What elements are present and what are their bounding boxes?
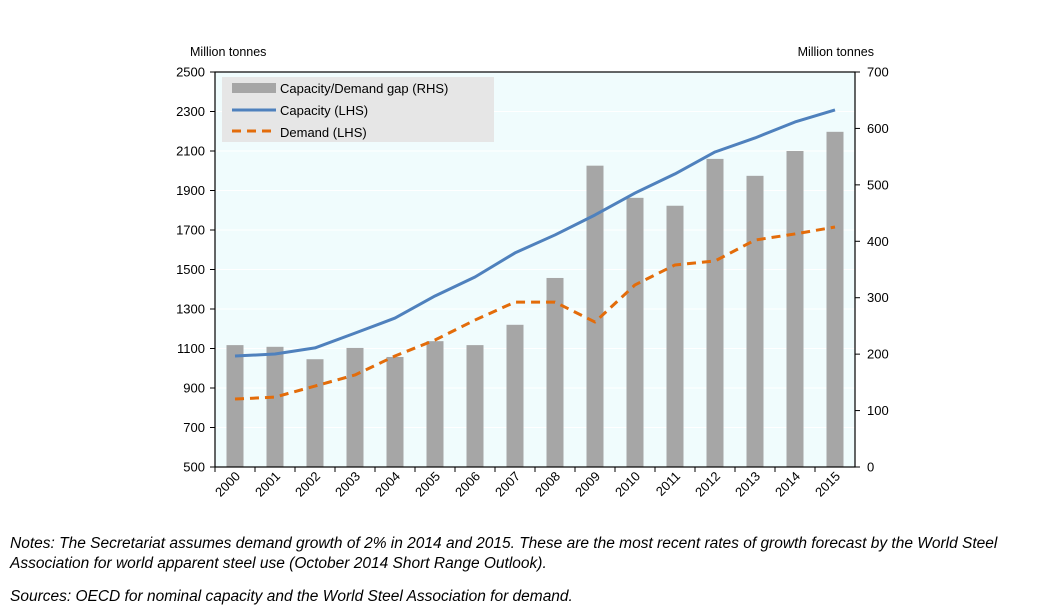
x-tick-label: 2000 [212, 469, 243, 500]
x-tick-label: 2005 [412, 469, 443, 500]
right-tick-label: 200 [867, 347, 889, 362]
x-tick-label: 2014 [772, 469, 803, 500]
bar-gap-2009 [586, 165, 604, 467]
left-tick-label: 1300 [176, 302, 205, 317]
x-tick-label: 2015 [812, 469, 843, 500]
bar-gap-2001 [266, 346, 284, 467]
bar-gap-2010 [626, 197, 644, 468]
left-tick-label: 1500 [176, 262, 205, 277]
right-tick-label: 0 [867, 460, 874, 475]
legend-label-demand: Demand (LHS) [280, 125, 367, 140]
left-tick-label: 900 [183, 381, 205, 396]
left-tick-label: 1100 [177, 341, 205, 356]
bar-gap-2015 [826, 131, 844, 468]
capacity-line [234, 108, 836, 358]
bar-gap-2007 [506, 324, 524, 467]
right-tick-label: 400 [867, 234, 889, 249]
legend-swatch-gap [232, 83, 276, 93]
right-tick-label: 300 [867, 290, 889, 305]
left-tick-label: 2100 [176, 144, 205, 159]
right-tick-label: 500 [867, 177, 889, 192]
bar-gap-2006 [466, 345, 484, 467]
x-tick-label: 2004 [372, 469, 403, 500]
x-tick-label: 2013 [732, 469, 763, 500]
x-tick-label: 2006 [452, 469, 483, 500]
x-tick-label: 2007 [492, 469, 523, 500]
x-tick-label: 2010 [612, 469, 643, 500]
x-tick-label: 2008 [532, 469, 563, 500]
left-tick-label: 1700 [176, 223, 205, 238]
right-tick-label: 600 [867, 121, 889, 136]
x-tick-label: 2009 [572, 469, 603, 500]
left-tick-label: 2300 [176, 104, 205, 119]
left-tick-label: 2500 [176, 65, 205, 80]
legend: Capacity/Demand gap (RHS) Capacity (LHS)… [222, 77, 494, 142]
legend-label-capacity: Capacity (LHS) [280, 103, 368, 118]
left-axis-label: Million tonnes [190, 45, 266, 59]
bar-gap-2013 [746, 175, 764, 468]
x-tick-label: 2003 [332, 469, 363, 500]
bar-gap-2005 [426, 341, 444, 467]
notes: Notes: The Secretariat assumes demand gr… [10, 535, 998, 572]
bar-gap-2000 [226, 345, 244, 467]
chart: 500 700 900 1100 1300 1500 1700 1900 2100 2300 250… [176, 45, 889, 500]
bar-gap-2008 [546, 277, 564, 467]
x-tick-label: 2001 [252, 469, 283, 500]
left-tick-label: 1900 [176, 183, 205, 198]
sources: Sources: OECD for nominal capacity and t… [10, 588, 573, 605]
right-tick-label: 700 [867, 65, 889, 80]
x-tick-label: 2002 [292, 469, 323, 500]
legend-label-gap: Capacity/Demand gap (RHS) [280, 81, 448, 96]
left-tick-label: 700 [183, 420, 205, 435]
bar-gap-2012 [706, 158, 724, 467]
bar-gap-2002 [306, 359, 324, 467]
demand-line [234, 225, 836, 401]
bar-gap-2014 [786, 151, 804, 467]
bar-gap-2003 [346, 347, 364, 467]
x-tick-label: 2011 [653, 469, 683, 499]
bar-gap-2011 [666, 205, 684, 467]
x-tick-label: 2012 [692, 469, 723, 500]
bar-gap-2004 [386, 356, 404, 467]
right-axis-label: Million tonnes [798, 45, 874, 59]
left-tick-label: 500 [183, 460, 205, 475]
right-tick-label: 100 [867, 403, 889, 418]
